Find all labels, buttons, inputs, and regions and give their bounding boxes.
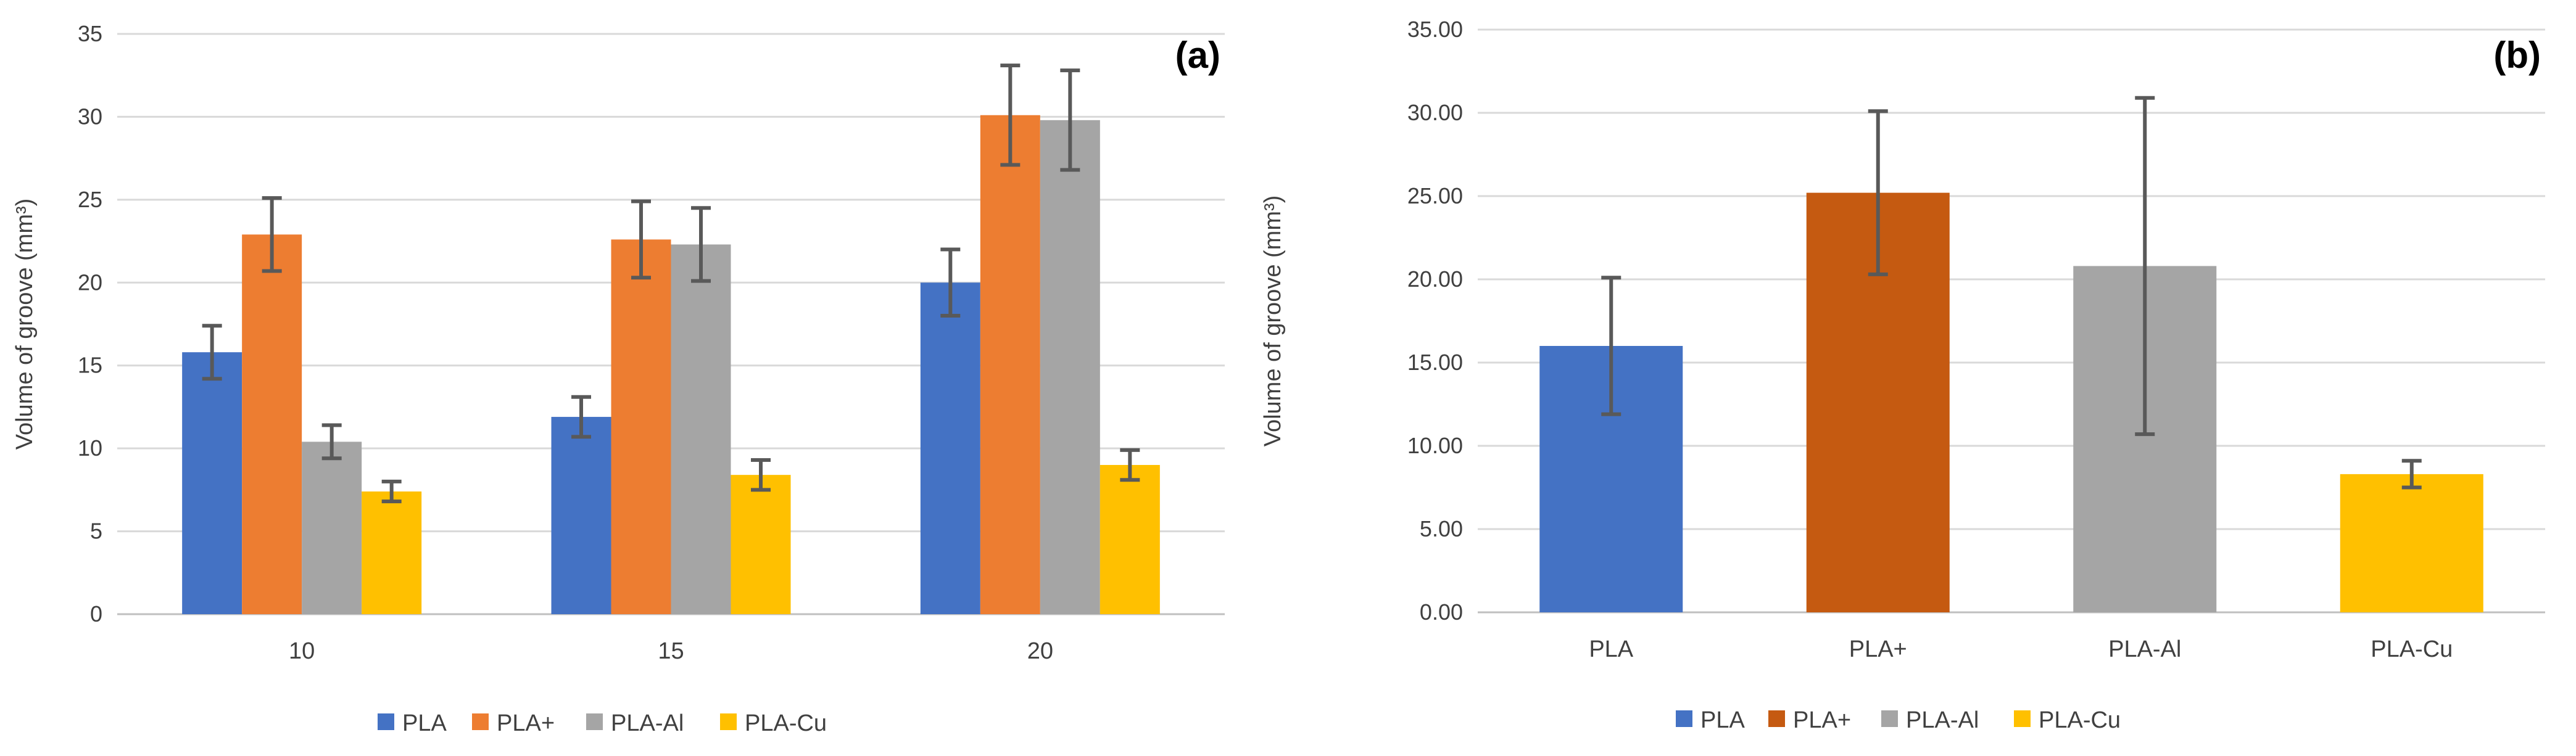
legend-swatch [1768, 710, 1785, 727]
bar-PLA-15 [551, 417, 611, 614]
legend-swatch [586, 713, 603, 730]
y-tick-label: 0 [90, 601, 102, 627]
x-tick-label: PLA-Al [2108, 636, 2181, 662]
bar-PLA+-10 [242, 234, 302, 614]
x-tick-label: PLA+ [1849, 636, 1907, 662]
x-tick-label: 10 [289, 638, 315, 664]
bar-PLA+-20 [980, 115, 1040, 615]
y-axis-label: Volume of groove (mm³) [1260, 195, 1286, 447]
legend-label: PLA-Al [1906, 707, 1979, 733]
y-tick-label: 20.00 [1407, 266, 1463, 292]
legend-swatch [378, 713, 394, 730]
bar-PLA-Cu [2340, 474, 2483, 612]
y-tick-label: 25.00 [1407, 183, 1463, 208]
x-tick-label: 20 [1027, 638, 1053, 664]
bar-PLA-10 [182, 352, 242, 614]
y-tick-label: 15 [78, 353, 102, 378]
legend-swatch [2014, 710, 2031, 727]
bar-PLA-Al-20 [1040, 120, 1100, 614]
y-tick-label: 20 [78, 269, 102, 295]
legend-label: PLA [1700, 707, 1745, 733]
bar-PLA-Cu-10 [362, 491, 422, 614]
bar-PLA+-15 [611, 239, 671, 615]
y-tick-label: 25 [78, 187, 102, 212]
panel-label: (a) [1175, 35, 1220, 76]
chart-panel-b: 0.00 5.00 10.00 15.00 20.00 25.00 30.00 35.00 Vo… [1260, 17, 2545, 733]
legend-label: PLA+ [497, 710, 555, 736]
y-tick-label: 0.00 [1420, 599, 1463, 625]
bar-PLA-Al-10 [302, 442, 362, 614]
bar-PLA-Al-15 [671, 244, 731, 614]
y-tick-label: 35.00 [1407, 17, 1463, 42]
legend-swatch [1676, 710, 1692, 727]
legend-swatch [1881, 710, 1898, 727]
chart-panel-a: 0 5 10 15 20 25 30 35 Volume of groove (mm³) (a) 1… [12, 21, 1225, 736]
legend-label: PLA-Cu [2039, 707, 2121, 733]
legend-swatch [720, 713, 737, 730]
legend-label: PLA [402, 710, 447, 736]
bar-PLA-20 [920, 282, 980, 614]
panel-label: (b) [2493, 35, 2541, 76]
legend-swatch [472, 713, 489, 730]
x-tick-label: 15 [658, 638, 684, 664]
y-tick-label: 10 [78, 435, 102, 461]
x-tick-label: PLA [1589, 636, 1633, 662]
bar-PLA-Cu-20 [1100, 465, 1160, 614]
y-tick-label: 30.00 [1407, 100, 1463, 125]
x-tick-label: PLA-Cu [2371, 636, 2453, 662]
y-tick-label: 30 [78, 104, 102, 129]
legend-label: PLA+ [1793, 707, 1851, 733]
y-tick-label: 35 [78, 21, 102, 46]
bar-PLA-Cu-15 [731, 475, 791, 614]
y-tick-label: 5 [90, 519, 102, 544]
legend-label: PLA-Cu [745, 710, 827, 736]
y-tick-label: 15.00 [1407, 350, 1463, 375]
y-tick-label: 5.00 [1420, 516, 1463, 541]
y-tick-label: 10.00 [1407, 433, 1463, 458]
y-axis-label: Volume of groove (mm³) [12, 199, 38, 450]
legend-label: PLA-Al [611, 710, 684, 736]
